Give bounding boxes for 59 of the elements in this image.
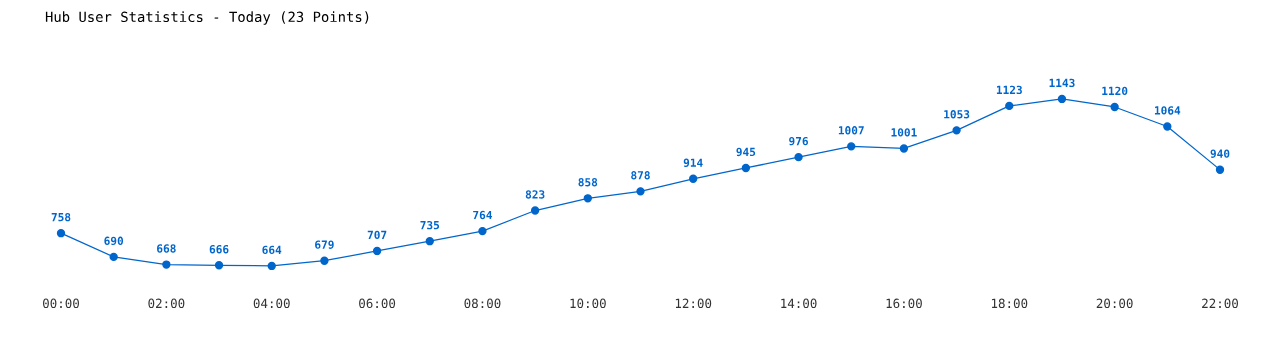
x-tick-label: 18:00 — [991, 298, 1028, 309]
data-label: 735 — [420, 220, 440, 230]
point — [1215, 165, 1225, 174]
x-tick-label: 12:00 — [675, 298, 712, 309]
data-label: 823 — [525, 190, 545, 199]
data-label: 940 — [1210, 149, 1230, 158]
x-tick-label: 16:00 — [886, 298, 922, 309]
data-label: 668 — [157, 244, 176, 253]
point — [109, 252, 118, 262]
point — [636, 187, 645, 196]
point — [689, 174, 698, 183]
point — [478, 226, 487, 236]
x-tick-label: 06:00 — [359, 298, 396, 309]
data-label: 1007 — [838, 126, 864, 135]
point — [372, 246, 382, 256]
data-label: 666 — [209, 244, 229, 254]
data-label: 1001 — [891, 128, 917, 137]
data-label: 858 — [578, 178, 598, 187]
data-label: 1053 — [944, 110, 970, 119]
data-label: 1143 — [1049, 78, 1075, 88]
data-label: 1120 — [1102, 86, 1128, 96]
point — [741, 163, 751, 173]
data-label: 878 — [631, 171, 650, 180]
point — [214, 261, 224, 270]
point — [530, 206, 540, 215]
x-tick-label: 10:00 — [570, 298, 606, 309]
point — [1110, 102, 1119, 112]
point — [847, 142, 856, 151]
point — [425, 237, 434, 246]
x-tick-label: 02:00 — [148, 298, 185, 309]
point — [267, 261, 276, 271]
point — [899, 144, 909, 153]
data-label: 764 — [473, 210, 492, 220]
chart-title: Hub User Statistics - Today (23 Points) — [45, 11, 369, 25]
point — [1163, 122, 1172, 131]
x-tick-label: 00:00 — [43, 298, 79, 309]
data-label: 679 — [315, 240, 334, 249]
point — [320, 256, 329, 265]
point — [162, 260, 171, 269]
point — [952, 126, 961, 135]
data-label: 758 — [51, 212, 71, 222]
point — [583, 194, 592, 203]
x-tick-label: 04:00 — [253, 298, 290, 309]
data-label: 945 — [736, 147, 756, 157]
point — [1057, 94, 1067, 104]
x-tick-label: 08:00 — [464, 298, 501, 309]
data-label: 1064 — [1154, 106, 1181, 115]
point — [56, 229, 66, 238]
point — [1005, 101, 1014, 111]
x-tick-label: 20:00 — [1096, 298, 1133, 309]
data-label: 664 — [262, 245, 282, 255]
data-label: 690 — [104, 236, 124, 246]
x-tick-label: 22:00 — [1202, 298, 1238, 309]
data-label: 914 — [683, 158, 703, 167]
point — [794, 153, 803, 162]
data-label: 707 — [367, 230, 387, 240]
data-label: 976 — [789, 136, 808, 146]
x-tick-label: 14:00 — [781, 298, 817, 309]
data-label: 1123 — [996, 85, 1022, 95]
